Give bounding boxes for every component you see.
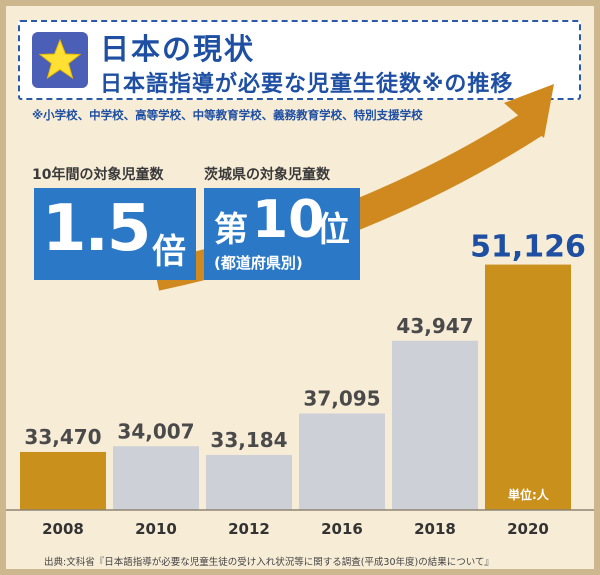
bars-group (20, 264, 571, 510)
stat-box-rank: 第 10 位 (都道府県別) (204, 188, 360, 280)
source-note: 出典:文科省『日本語指導が必要な児童生徒の受け入れ状況等に関する調査(平成30年… (44, 557, 494, 568)
bar-2016 (299, 413, 385, 510)
labels-group: 33,470 2008 34,007 2010 33,184 2012 37,095 2016… (24, 230, 585, 538)
title-box: 日本の現状 日本語指導が必要な児童生徒数※の推移 (18, 20, 581, 100)
page-subtitle: 日本語指導が必要な児童生徒数※の推移 (100, 72, 514, 97)
value-label-2016: 37,095 (303, 386, 380, 410)
tick-label-2010: 2010 (135, 520, 177, 538)
footnote: ※小学校、中学校、高等学校、中等教育学校、義務教育学校、特別支援学校 (32, 108, 423, 122)
tick-label-2012: 2012 (228, 520, 270, 538)
star-icon (38, 38, 82, 80)
value-label-2020: 51,126 (470, 230, 586, 265)
bar-2012 (206, 454, 292, 510)
bar-2018 (392, 340, 478, 510)
star-badge (32, 32, 88, 88)
bar-2008 (20, 451, 106, 510)
value-label-2018: 43,947 (396, 314, 473, 338)
growth-arrow-head (504, 84, 554, 138)
stat-box-growth: 1.5 倍 (34, 188, 196, 280)
stat-rank-prefix: 第 (214, 210, 248, 250)
stat-rank-number: 10 (252, 190, 325, 250)
stat-label-growth: 10年間の対象児童数 (32, 167, 164, 183)
bar-2010 (113, 446, 199, 510)
tick-label-2008: 2008 (42, 520, 84, 538)
tick-label-2020: 2020 (507, 520, 549, 538)
page-title: 日本の現状 (100, 32, 256, 66)
value-label-2012: 33,184 (210, 428, 287, 452)
unit-label: 単位:人 (508, 488, 549, 502)
stat-label-rank: 茨城県の対象児童数 (204, 167, 330, 183)
tick-label-2016: 2016 (321, 520, 363, 538)
stat-growth-unit: 倍 (152, 232, 186, 272)
stat-rank-sub: (都道府県別) (214, 254, 303, 272)
value-label-2010: 34,007 (117, 419, 194, 443)
stat-rank-unit: 位 (316, 210, 350, 250)
bar-chart: 33,470 2008 34,007 2010 33,184 2012 37,095 2016… (6, 84, 594, 538)
bar-2020 (485, 264, 571, 510)
value-label-2008: 33,470 (24, 425, 101, 449)
stat-growth-number: 1.5 (42, 192, 151, 266)
tick-label-2018: 2018 (414, 520, 456, 538)
